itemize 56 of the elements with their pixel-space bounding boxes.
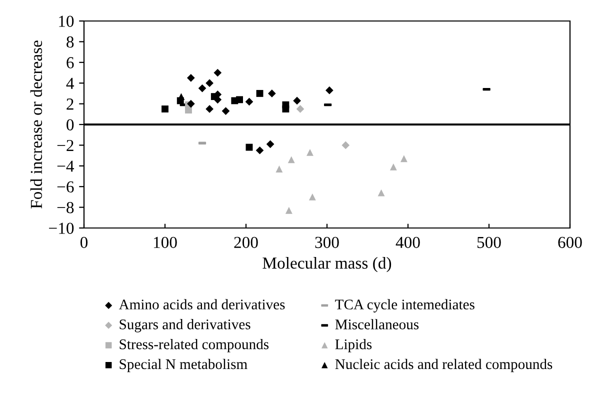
x-tick-label: 600 bbox=[558, 236, 582, 248]
legend-label: Special N metabolism bbox=[120, 358, 248, 372]
point bbox=[308, 193, 316, 200]
y-tick-label: −4 bbox=[57, 160, 74, 172]
point bbox=[266, 140, 274, 148]
legend-label: Lipids bbox=[335, 338, 372, 352]
y-tick-label: −10 bbox=[49, 222, 74, 234]
y-tick-label: 2 bbox=[66, 98, 74, 110]
legend-label: Nucleic acids and related compounds bbox=[335, 358, 552, 372]
point bbox=[176, 97, 184, 104]
point bbox=[378, 189, 385, 196]
y-tick-label: 8 bbox=[66, 36, 74, 48]
point bbox=[306, 148, 314, 156]
point bbox=[222, 107, 230, 115]
point bbox=[285, 206, 292, 214]
y-tick-label: −8 bbox=[57, 202, 74, 214]
point bbox=[186, 74, 195, 82]
y-tick-label: 10 bbox=[59, 16, 74, 27]
point bbox=[256, 90, 264, 97]
legend-label: Stress-related compounds bbox=[120, 338, 269, 352]
legend-label: Amino acids and derivatives bbox=[118, 299, 285, 310]
y-tick-label: −6 bbox=[57, 181, 74, 193]
point bbox=[326, 86, 334, 94]
x-tick-label: 300 bbox=[315, 236, 339, 248]
point bbox=[198, 84, 206, 92]
point bbox=[236, 96, 243, 104]
x-tick-label: 500 bbox=[477, 236, 501, 248]
x-tick-label: 0 bbox=[80, 236, 88, 248]
point bbox=[390, 163, 397, 170]
point bbox=[296, 105, 304, 113]
y-tick-label: −2 bbox=[57, 140, 74, 151]
point bbox=[268, 90, 276, 98]
point bbox=[276, 166, 283, 172]
x-tick-label: 100 bbox=[154, 236, 177, 248]
legend-label: TCA cycle intemediates bbox=[335, 299, 474, 312]
point bbox=[256, 146, 264, 154]
point bbox=[293, 96, 301, 105]
y-axis-title: Fold increase or decrease bbox=[30, 40, 42, 208]
y-tick-label: 4 bbox=[66, 78, 74, 89]
point bbox=[282, 106, 290, 112]
x-tick-label: 200 bbox=[234, 236, 258, 248]
legend-label: Sugars and derivatives bbox=[120, 319, 250, 332]
point bbox=[206, 105, 214, 113]
point bbox=[288, 156, 295, 164]
point bbox=[342, 141, 350, 150]
point bbox=[245, 98, 254, 106]
y-tick-label: 6 bbox=[66, 57, 74, 68]
x-axis-title: Molecular mass (d) bbox=[262, 257, 392, 272]
y-tick-label: 0 bbox=[66, 119, 74, 130]
x-tick-label: 400 bbox=[396, 236, 420, 248]
point bbox=[162, 106, 168, 112]
point bbox=[186, 100, 195, 108]
legend-label: Miscellaneous bbox=[335, 319, 419, 330]
point bbox=[400, 155, 408, 162]
point bbox=[206, 79, 214, 88]
point bbox=[214, 68, 222, 77]
